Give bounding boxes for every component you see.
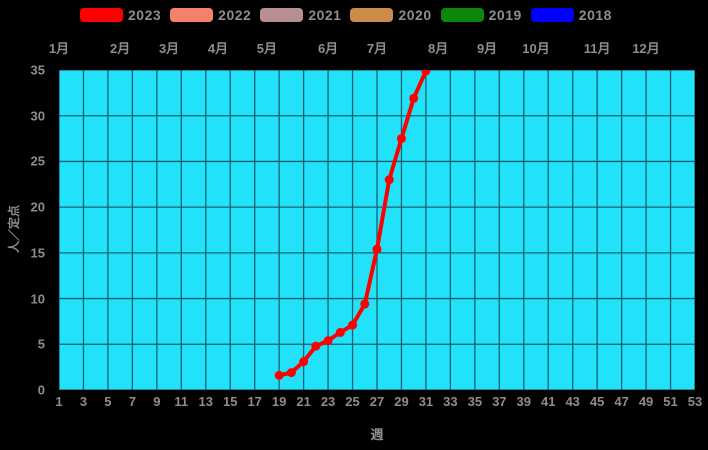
- x-tick-label: 9: [153, 394, 161, 409]
- x-tick-label: 1: [55, 394, 63, 409]
- month-label: 4月: [207, 41, 229, 56]
- y-axis-ticks: 0 5 10 15 20 25 30 35: [0, 63, 52, 398]
- x-tick-label: 19: [271, 394, 287, 409]
- y-tick-label: 35: [30, 62, 45, 78]
- legend-swatch: [260, 8, 304, 22]
- data-point: [421, 70, 431, 76]
- x-tick-label: 47: [614, 394, 629, 409]
- x-tick-label: 25: [345, 394, 360, 409]
- y-tick-label: 30: [30, 108, 45, 124]
- month-label: 9月: [476, 41, 498, 56]
- x-tick-label: 23: [320, 394, 336, 409]
- x-tick-label: 53: [687, 394, 703, 409]
- month-label: 10月: [522, 41, 550, 56]
- x-tick-label: 51: [663, 394, 678, 409]
- x-axis-ticks: 1 3 5 7 9 11 13 15 17 19 21 23 25 27 29 31 33 35 37 39 41 43 4…: [55, 394, 702, 409]
- legend: 2023 2022 2021 2020 2019 2018: [80, 7, 612, 23]
- legend-swatch: [170, 8, 214, 22]
- month-label: 7月: [366, 41, 388, 56]
- x-tick-label: 41: [540, 394, 556, 409]
- legend-swatch: [80, 8, 123, 22]
- legend-item-2020: 2020: [350, 7, 431, 23]
- data-point: [286, 368, 296, 378]
- plot-area: [59, 70, 695, 390]
- y-tick-label: 5: [37, 336, 45, 352]
- month-axis: 1月 2月 3月 4月 5月 6月 7月 8月 9月 10月 11月 12月: [49, 38, 695, 56]
- x-tick-label: 45: [589, 394, 605, 409]
- legend-swatch: [350, 8, 394, 22]
- month-label: 1月: [48, 41, 70, 56]
- data-point: [360, 299, 370, 309]
- x-tick-label: 27: [369, 394, 385, 409]
- legend-label: 2020: [398, 7, 432, 23]
- x-tick-label: 43: [565, 394, 580, 409]
- x-tick-label: 29: [394, 394, 409, 409]
- y-tick-label: 0: [37, 382, 45, 398]
- legend-label: 2019: [488, 7, 522, 23]
- x-tick-label: 31: [418, 394, 434, 409]
- x-tick-label: 33: [443, 394, 458, 409]
- x-tick-label: 35: [467, 394, 483, 409]
- x-tick-label: 21: [296, 394, 311, 409]
- data-point: [274, 370, 284, 380]
- data-point: [372, 244, 382, 254]
- x-tick-label: 39: [516, 394, 531, 409]
- month-label: 2月: [110, 41, 131, 56]
- y-tick-label: 25: [30, 153, 45, 169]
- data-point: [323, 336, 333, 346]
- month-label: 11月: [583, 41, 611, 56]
- legend-swatch: [440, 8, 484, 22]
- month-label: 12月: [632, 41, 660, 56]
- month-label: 5月: [256, 41, 278, 56]
- legend-label: 2022: [218, 7, 252, 23]
- x-tick-label: 17: [247, 394, 262, 409]
- data-point: [299, 357, 309, 367]
- month-label: 6月: [317, 41, 339, 56]
- x-tick-label: 15: [222, 394, 238, 409]
- x-tick-label: 13: [198, 394, 213, 409]
- data-point: [384, 175, 394, 185]
- y-tick-label: 20: [30, 199, 45, 215]
- x-tick-label: 37: [492, 394, 507, 409]
- legend-item-2018: 2018: [530, 7, 612, 23]
- data-point: [348, 320, 358, 330]
- legend-label: 2023: [128, 7, 162, 23]
- legend-item-2022: 2022: [170, 7, 251, 23]
- legend-item-2019: 2019: [440, 7, 522, 23]
- legend-swatch: [530, 8, 574, 22]
- month-label: 8月: [428, 41, 449, 56]
- x-tick-label: 11: [174, 394, 189, 409]
- x-axis-title: 週: [370, 427, 384, 442]
- y-tick-label: 15: [30, 245, 45, 261]
- y-tick-label: 10: [30, 291, 45, 307]
- legend-label: 2021: [308, 7, 342, 23]
- month-label: 3月: [158, 41, 180, 56]
- x-tick-label: 5: [104, 394, 112, 409]
- data-point: [409, 93, 419, 103]
- data-point: [311, 341, 321, 351]
- x-tick-label: 7: [128, 394, 136, 409]
- data-point: [396, 134, 406, 144]
- y-axis-title: 人／定点: [7, 204, 21, 253]
- legend-label: 2018: [578, 7, 612, 23]
- x-tick-label: 3: [79, 394, 88, 409]
- legend-item-2021: 2021: [260, 7, 341, 23]
- x-tick-label: 49: [638, 394, 654, 409]
- data-point: [335, 327, 345, 337]
- legend-item-2023: 2023: [80, 7, 161, 23]
